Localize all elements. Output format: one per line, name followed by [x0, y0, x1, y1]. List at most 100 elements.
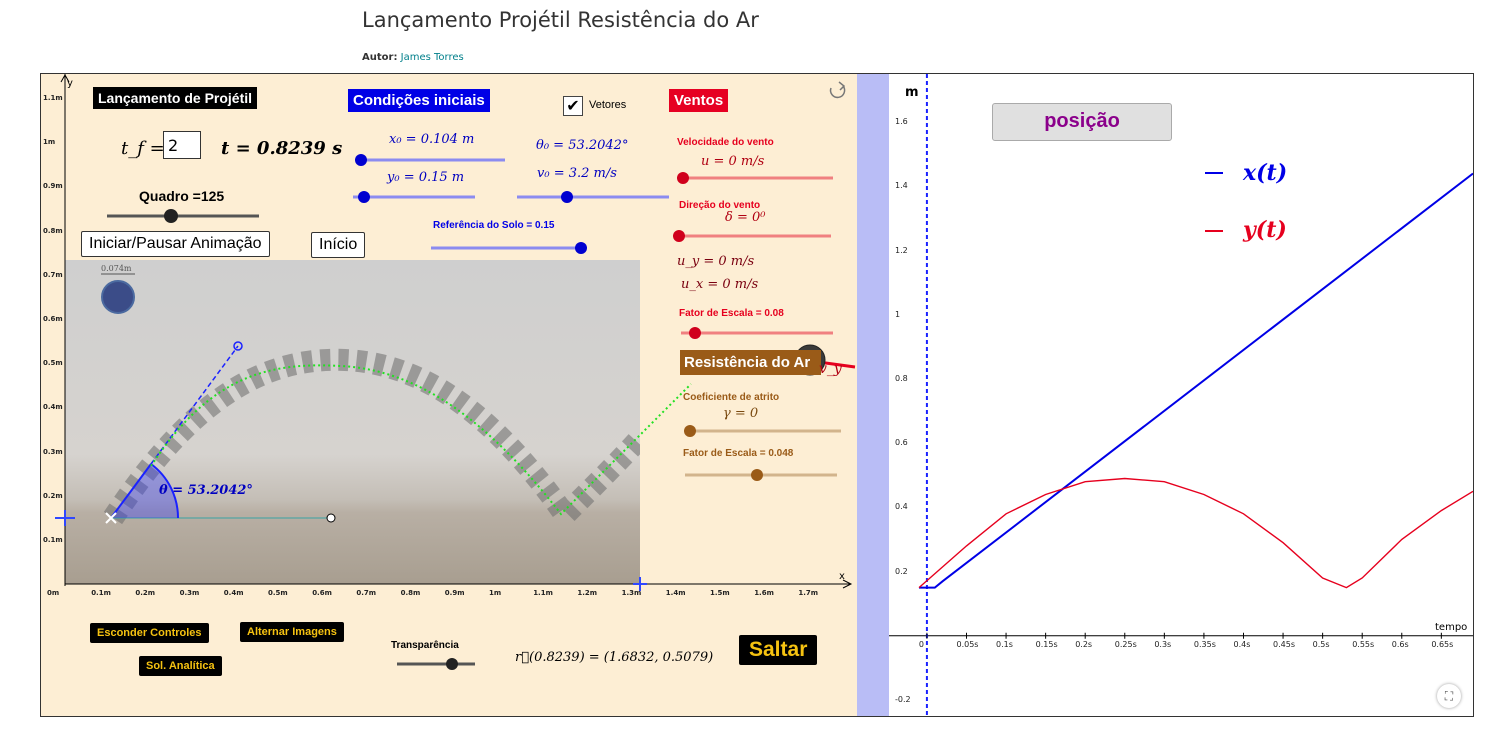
chart-y-tick-label: 0.2	[895, 566, 908, 576]
theta0-label: θ₀ = 53.2042°	[536, 138, 629, 153]
chart-x-tick-label: 0.1s	[996, 639, 1013, 649]
x0-label: x₀ = 0.104 m	[389, 132, 475, 147]
position-vector: r⃗(0.8239) = (1.6832, 0.5079)	[515, 650, 714, 665]
x-tick-label: 0.4m	[223, 589, 244, 597]
x-axis-label: x	[839, 571, 845, 582]
position-chart[interactable]	[889, 74, 1473, 716]
fullscreen-icon[interactable]: ⛶	[1437, 684, 1461, 708]
ball-scale-label: 0.074m	[101, 264, 132, 273]
tf-input[interactable]: 2	[163, 131, 201, 159]
author-name[interactable]: James Torres	[400, 52, 464, 63]
chart-x-tick-label: 0.25s	[1114, 639, 1137, 649]
x-tick-label: 1.4m	[665, 589, 686, 597]
panel-divider[interactable]	[857, 74, 889, 716]
x-tick-label: 1.1m	[533, 589, 553, 597]
chart-x-tick-label: 0.45s	[1273, 639, 1296, 649]
y-tick-label: 0.5m	[43, 359, 63, 368]
wind-dir-label: Direção do vento	[679, 200, 761, 211]
x-tick-label: 1.5m	[710, 589, 730, 597]
chart-x-tick-label: 0.65s	[1431, 639, 1454, 649]
start-pause-button[interactable]: Iniciar/Pausar Animação	[81, 231, 270, 257]
chart-y-tick-label: 1.2	[895, 245, 908, 255]
x-tick-label: 1.3m	[621, 589, 642, 597]
series-line-x	[919, 172, 1473, 589]
ground-ref-label: Referência do Solo = 0.15	[433, 220, 555, 231]
legend-x-label: x(t)	[1243, 160, 1288, 186]
graph-panel[interactable]: m posição x(t) y(t) tempo ⛶ 0 0.05s 0.1s 0.…	[889, 74, 1473, 716]
wind-speed-value: u = 0 m/s	[701, 154, 765, 169]
legend-y-label: y(t)	[1243, 217, 1287, 243]
chart-x-tick-label: 0.5s	[1312, 639, 1330, 649]
chart-x-tick-label: 0.4s	[1233, 639, 1251, 649]
chart-y-tick-label: 0.8	[895, 373, 908, 383]
page-title: Lançamento Projétil Resistência do Ar	[362, 8, 759, 32]
chart-y-tick-label: 1.4	[895, 181, 908, 191]
y-tick-label: 0.6m	[43, 315, 63, 323]
simulation-panel: Lançamento de Projétil Condições iniciai…	[41, 74, 857, 716]
y-unit-label: m	[905, 85, 919, 100]
reset-button[interactable]: Início	[311, 232, 366, 258]
y-tick-label: 1.1m	[43, 94, 63, 102]
author-line: Autor: James Torres	[362, 52, 464, 63]
y-tick-label: 0.4m	[43, 403, 63, 412]
wind-dir-value: δ = 0⁰	[725, 210, 766, 225]
x-tick-label: 0.9m	[444, 589, 465, 597]
sliders	[107, 154, 841, 670]
time-axis-label: tempo	[1435, 622, 1468, 633]
background-photo	[65, 260, 640, 584]
y-tick-label: 0.2m	[43, 491, 63, 500]
time-display: t = 0.8239 s	[221, 138, 343, 159]
series-line-y	[918, 477, 1473, 589]
x-tick-label: 1.2m	[577, 589, 598, 597]
vy-vector-label: v_y	[819, 361, 842, 377]
frame-label: Quadro =125	[139, 188, 225, 204]
x-tick-label: 0.7m	[356, 589, 377, 597]
y-tick-label: 0.8m	[43, 226, 63, 235]
x-tick-label: 0.6m	[312, 589, 332, 597]
chart-x-tick-label: 0.6s	[1391, 639, 1409, 649]
analytic-solution-button[interactable]: Sol. Analítica	[139, 656, 222, 676]
chart-y-tick-label: 0.4	[895, 502, 908, 512]
chart-y-tick-label: -0.2	[895, 694, 911, 704]
winds-label: Ventos	[669, 89, 729, 112]
legend-y-swatch	[1205, 230, 1223, 232]
chart-x-tick-label: 0.15s	[1035, 639, 1058, 649]
x-tick-label: 1.7m	[798, 589, 819, 597]
jump-button[interactable]: Saltar	[739, 635, 818, 665]
y-axis-label: y	[67, 78, 73, 89]
x-tick-label: 0.3m	[179, 589, 200, 597]
wind-scale-label: Fator de Escala = 0.08	[679, 308, 784, 319]
vectors-checkbox[interactable]: ✔	[563, 96, 583, 116]
y0-label: y₀ = 0.15 m	[387, 170, 465, 185]
geogebra-applet: Lançamento de Projétil Condições iniciai…	[40, 73, 1474, 717]
angle-label: θ = 53.2042°	[159, 483, 253, 498]
refresh-icon[interactable]	[829, 81, 846, 99]
chart-y-tick-label: 1.6	[895, 117, 908, 127]
hide-controls-button[interactable]: Esconder Controles	[90, 623, 209, 643]
x-tick-label: 1.6m	[754, 589, 774, 597]
ux-value: u_x = 0 m/s	[681, 277, 759, 292]
y-tick-label: 1m	[43, 138, 56, 147]
chart-x-tick-label: 0.05s	[956, 639, 979, 649]
mode-button[interactable]: posição	[992, 103, 1172, 141]
chart-y-tick-label: 1	[895, 309, 901, 319]
x-tick-label: 1m	[489, 589, 502, 597]
toggle-images-button[interactable]: Alternar Imagens	[240, 622, 344, 642]
tf-label: t_f =	[121, 138, 165, 159]
legend-x-swatch	[1205, 172, 1223, 174]
transparency-label: Transparência	[391, 640, 459, 651]
x-tick-label: 0.1m	[91, 589, 111, 597]
chart-x-tick-label: 0.35s	[1193, 639, 1216, 649]
x-tick-label: 0.5m	[268, 589, 288, 597]
v0-label: v₀ = 3.2 m/s	[537, 166, 617, 181]
chart-x-tick-label: 0.3s	[1154, 639, 1172, 649]
y-tick-label: 0.7m	[43, 270, 63, 279]
chart-x-tick-label: 0.55s	[1352, 639, 1375, 649]
friction-coef-label: Coeficiente de atrito	[683, 392, 780, 403]
x-tick-label: 0.2m	[135, 589, 156, 597]
air-scale-label: Fator de Escala = 0.048	[683, 448, 794, 459]
chart-y-tick-label: 0.6	[895, 438, 908, 448]
title-label: Lançamento de Projétil	[93, 87, 258, 109]
air-resistance-label: Resistência do Ar	[680, 350, 821, 375]
y-tick-label: 0.3m	[43, 447, 63, 456]
